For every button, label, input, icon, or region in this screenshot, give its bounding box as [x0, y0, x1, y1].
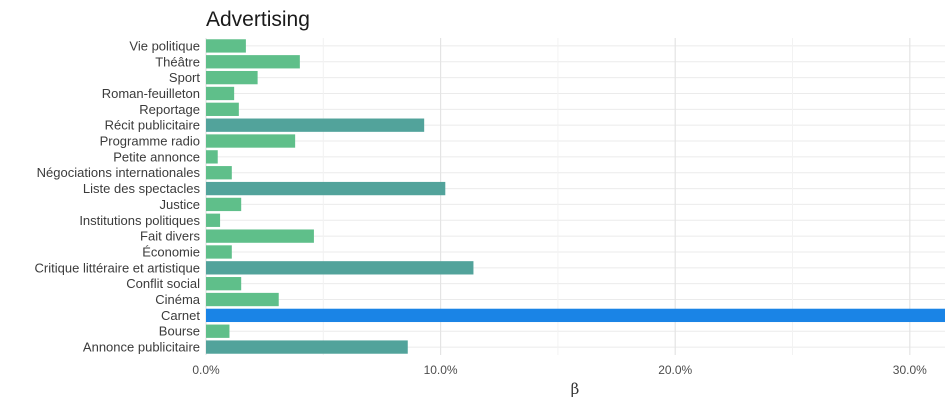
bar: [206, 39, 246, 53]
x-tick-labels: 0.0% 10.0% 20.0% 30.0%: [192, 363, 927, 377]
x-tick-label: 10.0%: [424, 363, 458, 377]
x-axis-title: β: [571, 380, 580, 398]
category-label: Carnet: [161, 308, 200, 323]
x-tick-label: 30.0%: [893, 363, 927, 377]
bar: [206, 261, 474, 275]
category-label: Liste des spectacles: [83, 181, 201, 196]
bar: [206, 134, 296, 148]
bar: [206, 213, 221, 227]
bar: [206, 55, 300, 69]
category-label: Fait divers: [140, 229, 200, 244]
bar: [206, 229, 314, 243]
grid: [205, 38, 945, 355]
chart-title: Advertising: [206, 8, 310, 31]
bar: [206, 70, 258, 85]
category-label: Critique littéraire et artistique: [35, 260, 200, 275]
category-label: Programme radio: [100, 134, 200, 149]
bar: [206, 324, 230, 338]
category-label: Récit publicitaire: [105, 118, 200, 133]
category-label: Négociations internationales: [37, 165, 201, 180]
category-label: Vie politique: [129, 38, 200, 53]
category-label: Conflit social: [126, 276, 200, 291]
bar: [206, 197, 242, 212]
category-label: Justice: [160, 197, 200, 212]
bar: [206, 340, 408, 354]
bar: [206, 102, 239, 116]
x-tick-label: 0.0%: [192, 363, 220, 377]
category-label: Annonce publicitaire: [83, 340, 200, 355]
bar: [206, 181, 446, 196]
category-label: Économie: [142, 244, 200, 259]
bars: [206, 39, 945, 354]
bar: [206, 308, 945, 323]
bar: [206, 150, 218, 164]
category-label: Roman-feuilleton: [102, 86, 200, 101]
category-label: Petite annonce: [113, 149, 200, 164]
category-label: Institutions politiques: [79, 213, 200, 228]
bar: [206, 277, 242, 291]
bar: [206, 292, 279, 307]
category-label: Bourse: [159, 324, 200, 339]
category-label: Reportage: [139, 102, 200, 117]
bar: [206, 245, 232, 259]
bar: [206, 86, 235, 101]
x-tick-label: 20.0%: [658, 363, 692, 377]
bar: [206, 118, 425, 132]
category-label: Cinéma: [155, 292, 201, 307]
bar: [206, 166, 232, 180]
category-labels: Vie politiqueThéâtreSportRoman-feuilleto…: [35, 38, 201, 354]
category-label: Sport: [169, 70, 200, 85]
category-label: Théâtre: [155, 54, 200, 69]
